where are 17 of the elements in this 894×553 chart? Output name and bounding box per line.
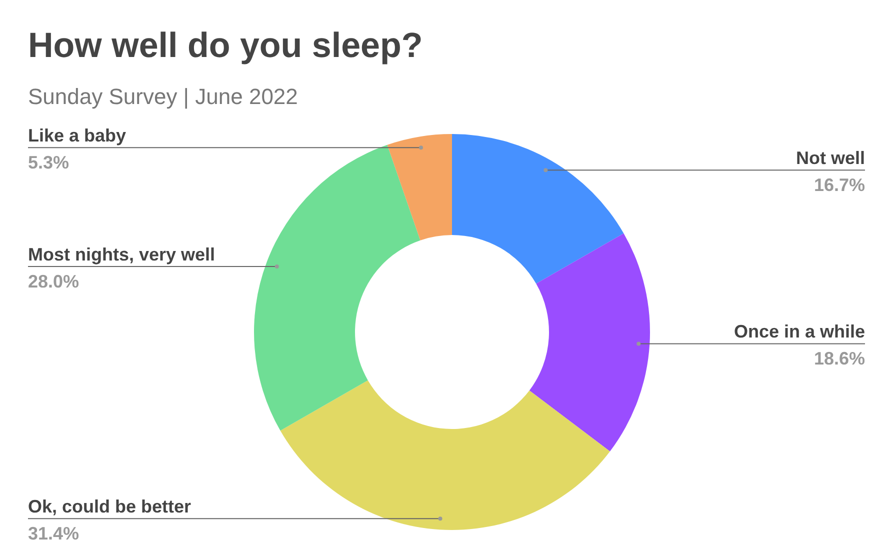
donut-slice bbox=[387, 134, 452, 240]
slice-label: Most nights, very well bbox=[28, 244, 216, 264]
donut-slice bbox=[280, 380, 610, 530]
chart-title: How well do you sleep? bbox=[28, 26, 423, 66]
chart-subtitle: Sunday Survey | June 2022 bbox=[28, 84, 298, 110]
data-label: 5.3% bbox=[28, 152, 70, 173]
slice-label: Once in a while bbox=[734, 322, 865, 342]
data-label: 16.7% bbox=[814, 175, 865, 196]
data-label: 31.4% bbox=[28, 524, 80, 544]
slice-label: Ok, could be better bbox=[28, 496, 192, 517]
data-label: 28.0% bbox=[28, 271, 80, 292]
donut-slice bbox=[529, 233, 650, 452]
slice-label: Not well bbox=[796, 148, 865, 168]
donut-slice bbox=[452, 134, 624, 284]
slice-label: Like a baby bbox=[28, 126, 126, 146]
donut-slice bbox=[254, 144, 420, 431]
data-label: 18.6% bbox=[814, 348, 865, 369]
